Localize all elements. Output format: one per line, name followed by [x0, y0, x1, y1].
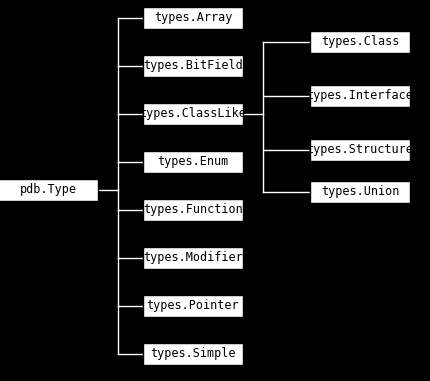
FancyBboxPatch shape [309, 85, 409, 107]
FancyBboxPatch shape [309, 139, 409, 161]
FancyBboxPatch shape [143, 55, 243, 77]
Text: types.Modifier: types.Modifier [143, 251, 243, 264]
Text: types.BitField: types.BitField [143, 59, 243, 72]
Text: types.Union: types.Union [320, 186, 398, 199]
Text: types.Array: types.Array [154, 11, 232, 24]
FancyBboxPatch shape [143, 7, 243, 29]
Text: types.Structure: types.Structure [306, 144, 412, 157]
Text: types.Function: types.Function [143, 203, 243, 216]
FancyBboxPatch shape [143, 151, 243, 173]
FancyBboxPatch shape [309, 181, 409, 203]
FancyBboxPatch shape [143, 343, 243, 365]
FancyBboxPatch shape [143, 295, 243, 317]
FancyBboxPatch shape [309, 31, 409, 53]
FancyBboxPatch shape [143, 199, 243, 221]
FancyBboxPatch shape [143, 103, 243, 125]
FancyBboxPatch shape [0, 179, 98, 201]
Text: types.Class: types.Class [320, 35, 398, 48]
Text: types.Simple: types.Simple [150, 347, 235, 360]
FancyBboxPatch shape [143, 247, 243, 269]
Text: types.Enum: types.Enum [157, 155, 228, 168]
Text: pdb.Type: pdb.Type [19, 184, 76, 197]
Text: types.ClassLike: types.ClassLike [139, 107, 246, 120]
Text: types.Interface: types.Interface [306, 90, 412, 102]
Text: types.Pointer: types.Pointer [146, 299, 239, 312]
